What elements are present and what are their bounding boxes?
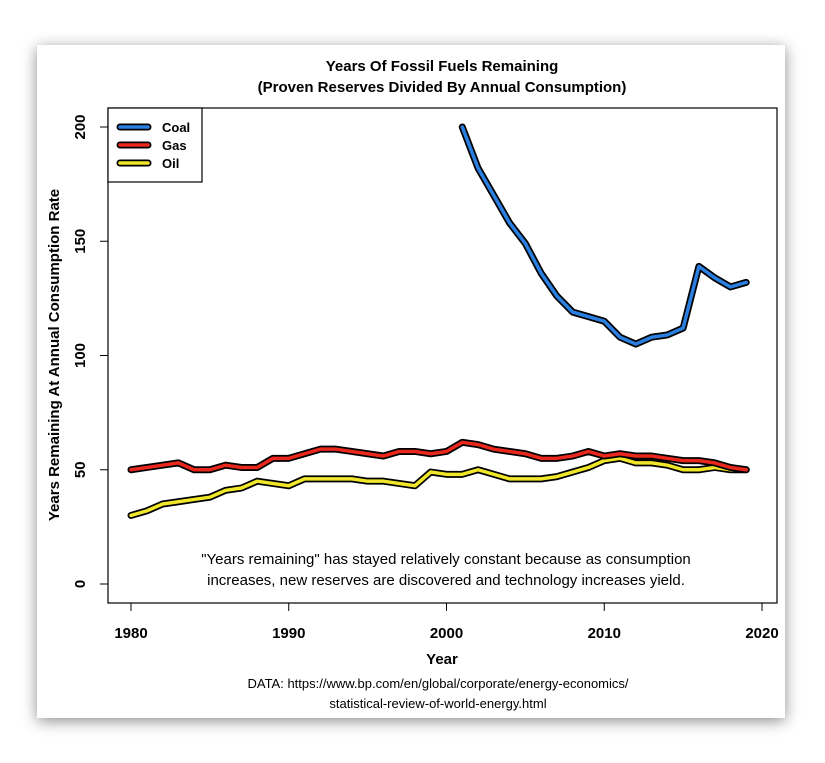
y-axis-label: Years Remaining At Annual Consumption Ra… [46, 189, 63, 521]
chart-title: Years Of Fossil Fuels Remaining [326, 58, 559, 75]
plot-area [107, 107, 778, 604]
x-tick-label: 2000 [430, 625, 463, 642]
x-axis-label: Year [426, 651, 458, 668]
source-line-1: DATA: https://www.bp.com/en/global/corpo… [247, 676, 628, 691]
oil-legend-label: Oil [162, 156, 179, 171]
y-tick-label: 100 [72, 343, 89, 368]
coal-legend-label: Coal [162, 120, 190, 135]
x-tick-label: 1990 [272, 625, 305, 642]
source-line-2: statistical-review-of-world-energy.html [329, 696, 546, 711]
annotation-line-1: "Years remaining" has stayed relatively … [201, 551, 691, 568]
x-tick-label: 2010 [588, 625, 621, 642]
legend: Coal Gas Oil [107, 107, 203, 183]
y-tick-label: 0 [72, 580, 89, 588]
gas-line [129, 440, 748, 472]
coal-line [460, 125, 748, 346]
y-tick-label: 200 [72, 114, 89, 139]
oil-line [129, 456, 748, 518]
coal-line-outline [458, 123, 750, 348]
chart-subtitle: (Proven Reserves Divided By Annual Consu… [258, 79, 627, 96]
annotation-line-2: increases, new reserves are discovered a… [207, 572, 685, 589]
y-tick-label: 150 [72, 229, 89, 254]
x-tick-label: 2020 [745, 625, 778, 642]
y-tick-label: 50 [72, 461, 89, 478]
gas-legend-label: Gas [162, 138, 187, 153]
x-tick-label: 1980 [114, 625, 147, 642]
legend-box [107, 107, 203, 183]
